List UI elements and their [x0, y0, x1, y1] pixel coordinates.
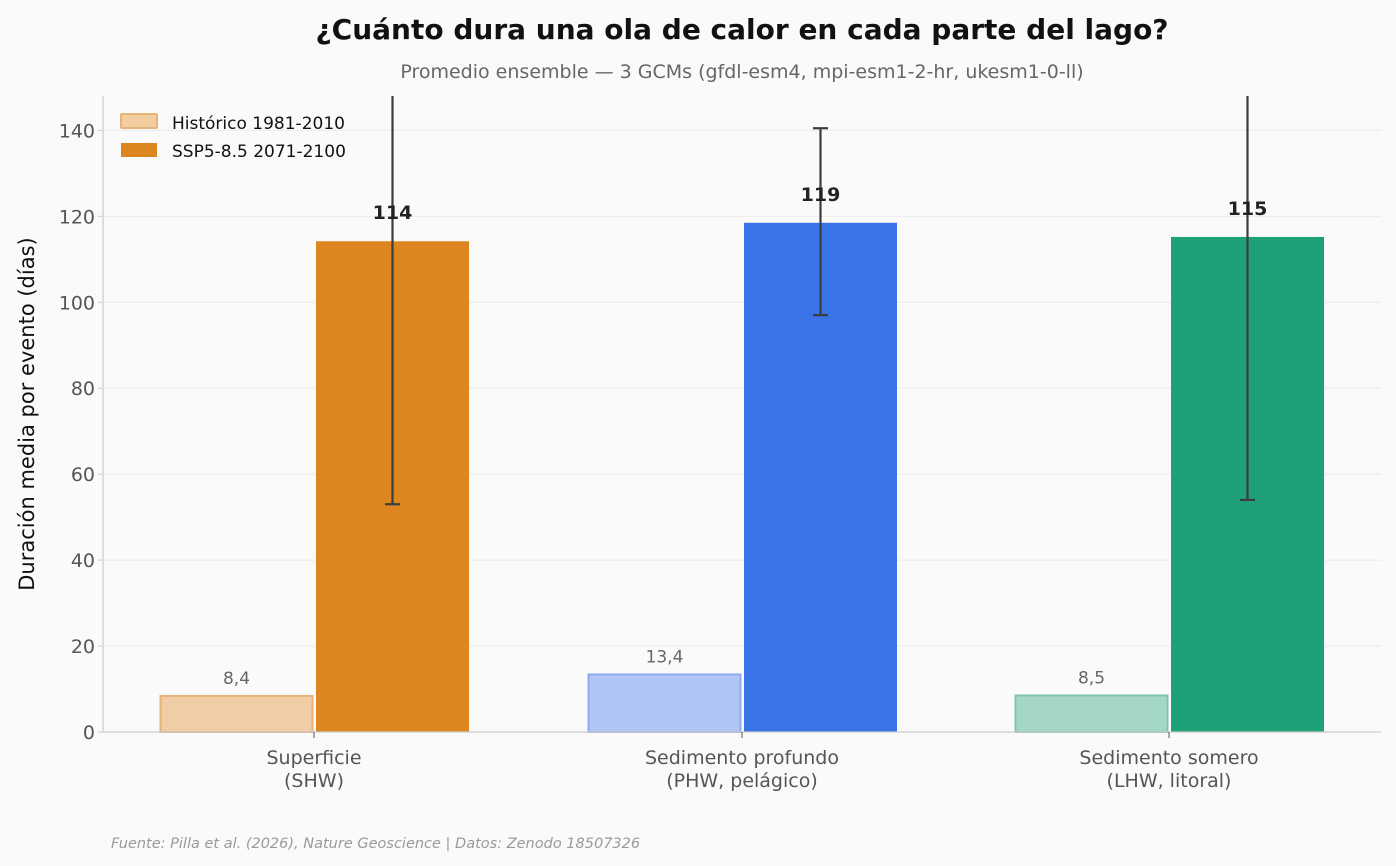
legend-swatch-historical	[120, 113, 158, 129]
bar-label-historical: 13,4	[646, 647, 684, 667]
legend-swatch-future	[121, 143, 157, 157]
bar-labels: 8,4 114 13,4 119 8,5 115	[223, 184, 1267, 689]
y-tick-label: 120	[59, 206, 95, 228]
bar-historical	[1014, 694, 1169, 733]
source-note: Fuente: Pilla et al. (2026), Nature Geos…	[111, 836, 640, 852]
bar-label-historical: 8,5	[1078, 668, 1105, 688]
y-tick-label: 60	[71, 464, 95, 486]
bar-label-historical: 8,4	[223, 669, 250, 689]
y-tick-label: 140	[59, 120, 95, 142]
chart-title: ¿Cuánto dura una ola de calor en cada pa…	[315, 13, 1168, 46]
y-tick-label: 20	[71, 636, 95, 658]
bar-label-future: 114	[373, 202, 413, 224]
chart-subtitle: Promedio ensemble — 3 GCMs (gfdl-esm4, m…	[400, 61, 1083, 83]
x-tick-label: Superficie (SHW)	[266, 747, 361, 792]
bar-label-future: 115	[1228, 198, 1268, 220]
legend[interactable]: Histórico 1981-2010 SSP5-8.5 2071-2100	[120, 113, 346, 162]
legend-label-future: SSP5-8.5 2071-2100	[172, 142, 346, 162]
x-axis-ticks: Superficie (SHW) Sedimento profundo (PHW, p…	[266, 732, 1259, 792]
bar-label-future: 119	[801, 184, 841, 206]
y-tick-label: 40	[71, 550, 95, 572]
y-axis-label: Duración media por evento (días)	[15, 237, 39, 590]
y-tick-label: 100	[59, 292, 95, 314]
y-axis-ticks: 0 20 40 60 80 100 120 140	[59, 120, 103, 744]
error-bars	[385, 96, 1255, 506]
bar-historical	[587, 673, 742, 733]
legend-label-historical: Histórico 1981-2010	[172, 114, 345, 134]
y-tick-label: 80	[71, 378, 95, 400]
bar-historical	[159, 694, 314, 734]
x-tick-label: Sedimento somero (LHW, litoral)	[1079, 747, 1258, 792]
bars	[159, 222, 1324, 734]
y-tick-label: 0	[83, 722, 95, 744]
x-tick-label: Sedimento profundo (PHW, pelágico)	[645, 747, 839, 792]
